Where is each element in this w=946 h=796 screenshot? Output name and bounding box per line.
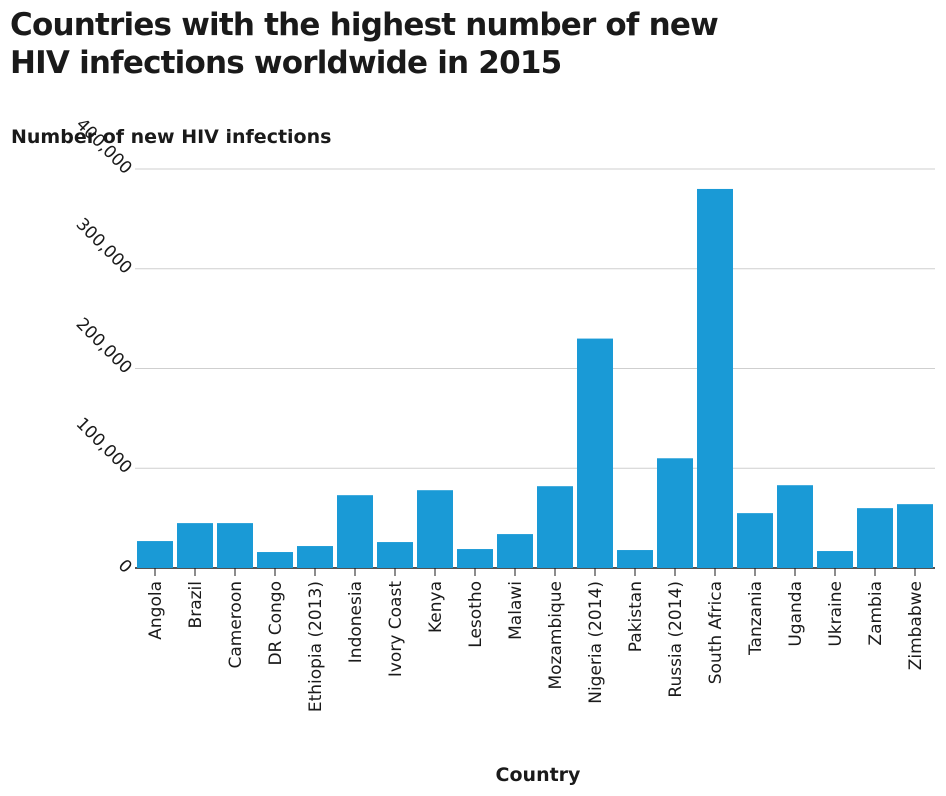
y-tick-label: 0 bbox=[114, 556, 136, 578]
bar bbox=[777, 485, 813, 568]
x-tick-label: Pakistan bbox=[626, 581, 646, 652]
x-tick-label: Indonesia bbox=[346, 581, 366, 663]
bar bbox=[697, 188, 733, 568]
y-tick-label: 300,000 bbox=[72, 214, 136, 278]
bar bbox=[497, 534, 533, 568]
x-tick-label: Lesotho bbox=[466, 581, 486, 648]
bars bbox=[137, 188, 933, 568]
x-tick-label: Ivory Coast bbox=[386, 581, 406, 677]
x-tick-label: Ethiopia (2013) bbox=[306, 581, 326, 712]
x-tick-label: Nigeria (2014) bbox=[586, 581, 606, 704]
x-tick-label: Mozambique bbox=[546, 581, 566, 690]
bar bbox=[577, 338, 613, 568]
x-tick-label: Tanzania bbox=[746, 581, 766, 656]
bar bbox=[457, 549, 493, 568]
x-tick-label: Cameroon bbox=[226, 581, 246, 669]
bar bbox=[297, 546, 333, 568]
bar bbox=[617, 550, 653, 568]
x-tick-label: Angola bbox=[146, 581, 166, 640]
bar bbox=[857, 508, 893, 568]
bar bbox=[257, 552, 293, 568]
bar bbox=[337, 495, 373, 568]
chart-title-line-1: Countries with the highest number of new bbox=[10, 7, 719, 43]
bar bbox=[897, 504, 933, 568]
bar bbox=[417, 490, 453, 568]
y-tick-label: 200,000 bbox=[72, 314, 136, 378]
x-tick-label: Brazil bbox=[186, 581, 206, 628]
bar bbox=[217, 523, 253, 568]
bar bbox=[537, 486, 573, 568]
x-tick-label: Malawi bbox=[506, 581, 526, 640]
x-tick-label: Kenya bbox=[426, 581, 446, 633]
bar bbox=[377, 542, 413, 568]
bar bbox=[137, 541, 173, 568]
x-axis-title: Country bbox=[496, 764, 582, 786]
chart-title-line-2: HIV infections worldwide in 2015 bbox=[10, 45, 562, 81]
x-tick-labels: Angola Brazil Cameroon DR Congo Ethiopia (20… bbox=[146, 568, 926, 712]
bar bbox=[737, 513, 773, 568]
y-tick-label: 100,000 bbox=[72, 414, 136, 478]
bar bbox=[177, 523, 213, 568]
x-tick-label: Russia (2014) bbox=[666, 581, 686, 698]
bar bbox=[817, 551, 853, 568]
x-tick-label: Zimbabwe bbox=[906, 581, 926, 670]
x-tick-label: Ukraine bbox=[826, 581, 846, 647]
gridlines bbox=[135, 168, 935, 569]
x-tick-label: Uganda bbox=[786, 581, 806, 647]
y-axis-title: Number of new HIV infections bbox=[11, 126, 331, 148]
x-tick-label: South Africa bbox=[706, 581, 726, 684]
chart-title: Countries with the highest number of new… bbox=[10, 6, 910, 82]
x-tick-label: Zambia bbox=[866, 581, 886, 646]
bar bbox=[657, 458, 693, 568]
x-tick-label: DR Congo bbox=[266, 581, 286, 666]
